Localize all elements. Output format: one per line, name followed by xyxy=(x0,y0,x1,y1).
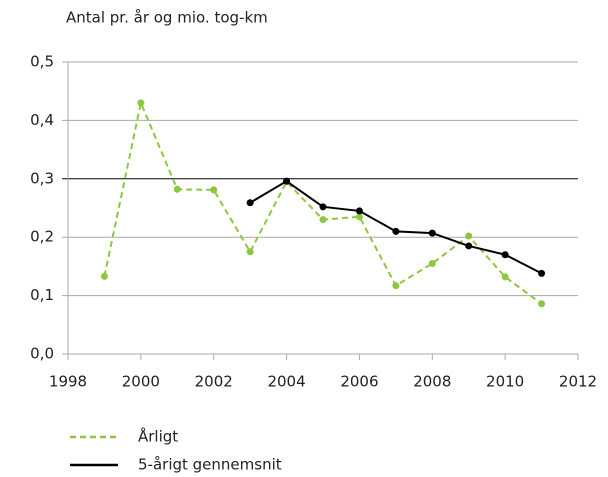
y-tick-label: 0,1 xyxy=(30,286,54,304)
series-line xyxy=(249,179,543,275)
point xyxy=(246,199,254,207)
point xyxy=(392,227,400,235)
x-tick-label: 2008 xyxy=(413,373,451,391)
point xyxy=(538,269,546,277)
x-tick-label: 2000 xyxy=(122,373,160,391)
point xyxy=(246,248,254,256)
point xyxy=(137,99,145,107)
point xyxy=(465,242,473,250)
point xyxy=(173,185,181,193)
x-tick-label: 2012 xyxy=(559,373,597,391)
point xyxy=(319,216,327,224)
legend-label: 5-årigt gennemsnit xyxy=(138,456,282,474)
point xyxy=(355,207,363,215)
y-tick-label: 0,3 xyxy=(30,169,54,187)
point xyxy=(465,232,473,240)
point xyxy=(283,177,291,185)
x-tick-label: 2002 xyxy=(195,373,233,391)
point xyxy=(319,203,327,211)
y-tick-label: 0,4 xyxy=(30,111,54,129)
point xyxy=(428,259,436,267)
legend-label: Årligt xyxy=(138,427,178,446)
y-tick-label: 0,5 xyxy=(30,53,54,71)
x-tick-label: 2006 xyxy=(340,373,378,391)
x-tick-label: 1998 xyxy=(49,373,87,391)
y-tick-label: 0,0 xyxy=(30,345,54,363)
point xyxy=(428,229,436,237)
x-tick-label: 2004 xyxy=(267,373,305,391)
point xyxy=(501,273,509,281)
x-tick-label: 2010 xyxy=(486,373,524,391)
series-line xyxy=(103,99,543,305)
y-tick-label: 0,2 xyxy=(30,228,54,246)
y-axis-title: Antal pr. år og mio. tog-km xyxy=(66,9,268,27)
point xyxy=(392,282,400,290)
point xyxy=(100,272,108,280)
point xyxy=(501,251,509,259)
point xyxy=(538,300,546,308)
point xyxy=(355,213,363,221)
point xyxy=(210,186,218,194)
